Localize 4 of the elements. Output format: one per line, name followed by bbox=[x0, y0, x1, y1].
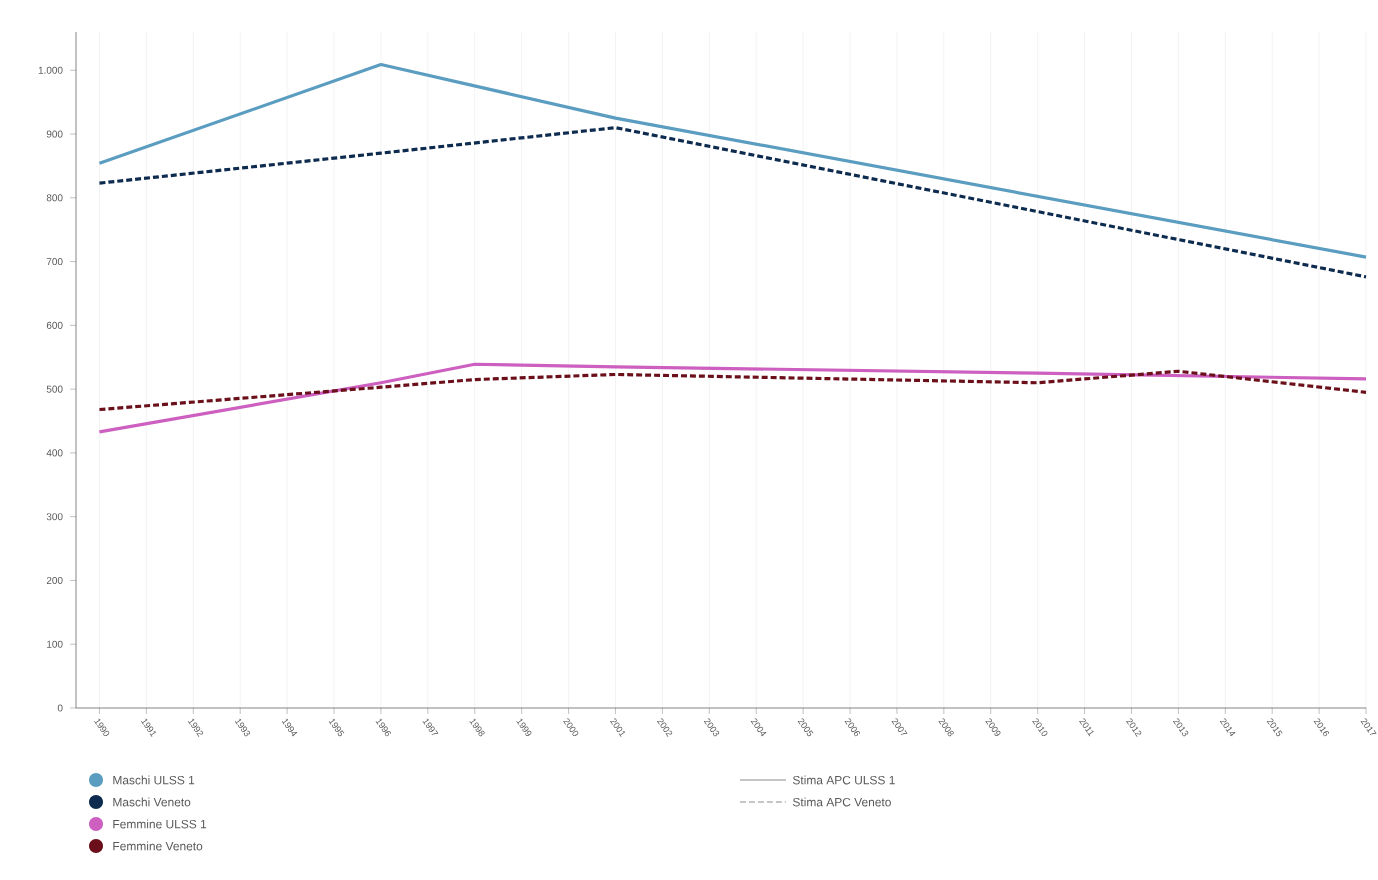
line-series bbox=[97, 362, 1368, 434]
line-series bbox=[97, 369, 1368, 412]
line-series bbox=[97, 62, 1368, 259]
line-series bbox=[97, 126, 1368, 279]
